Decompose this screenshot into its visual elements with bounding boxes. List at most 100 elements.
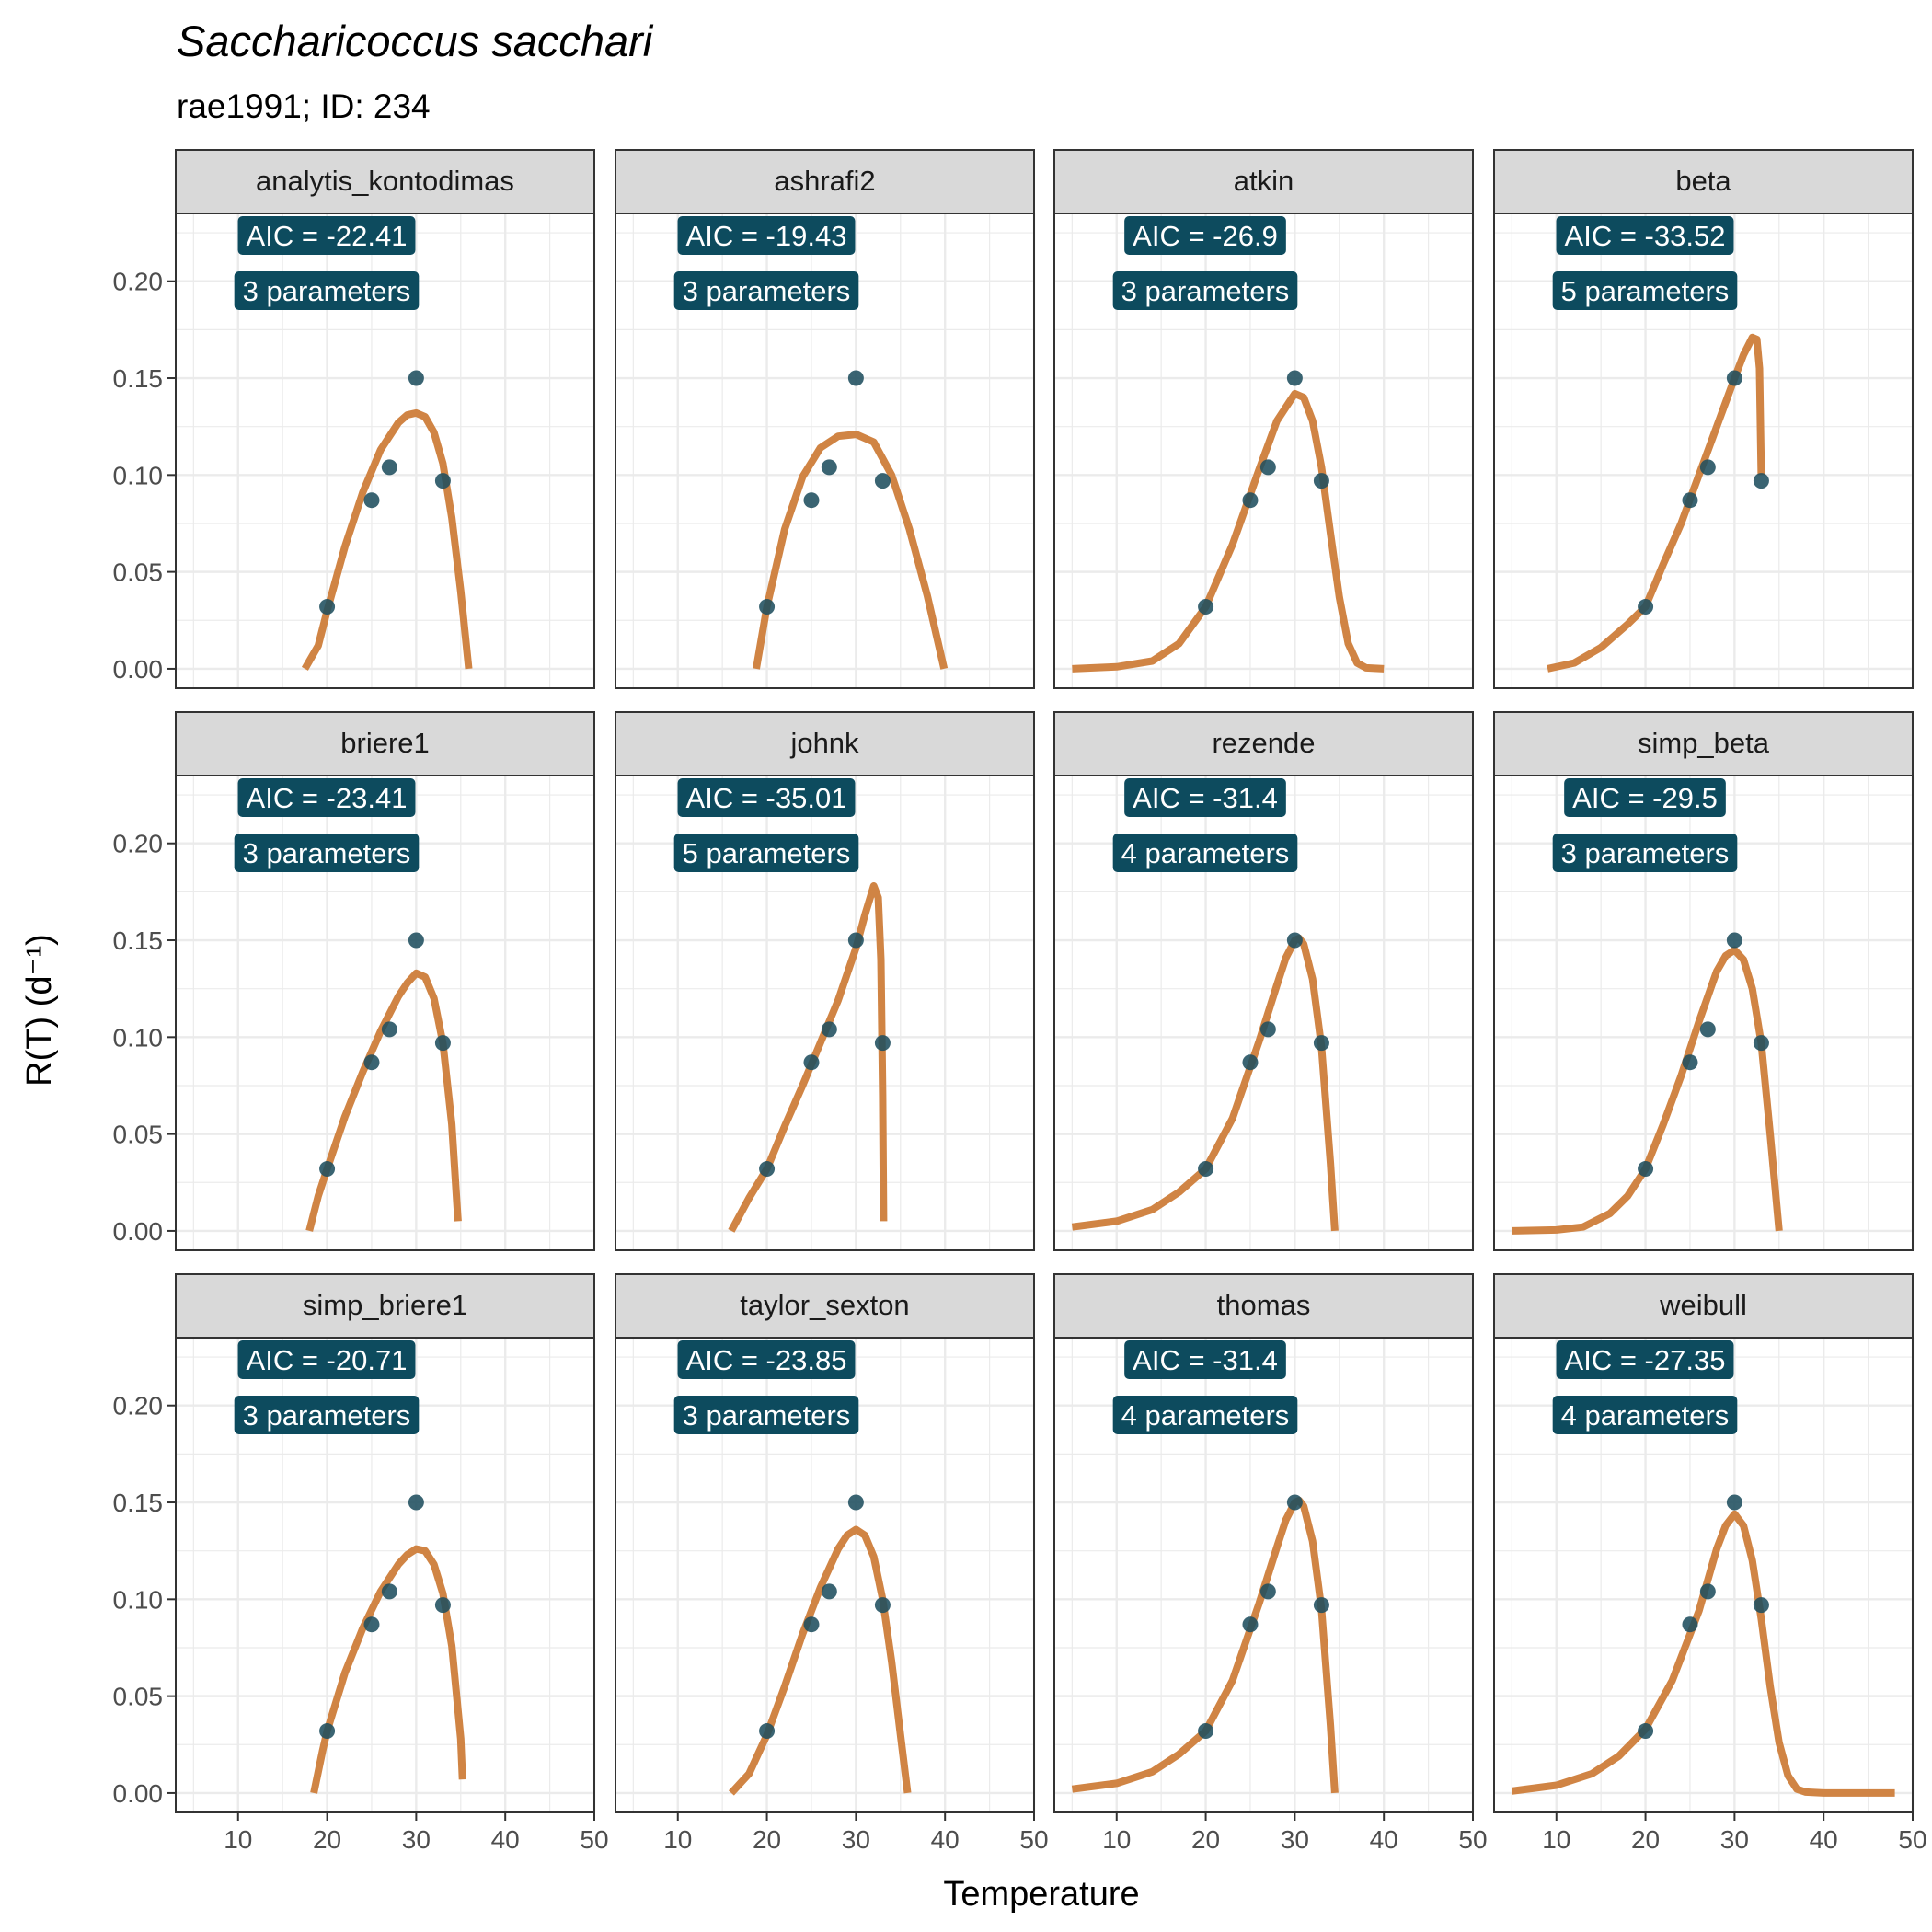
svg-text:3 parameters: 3 parameters	[243, 1399, 411, 1432]
data-point	[1753, 1035, 1769, 1052]
data-point	[1753, 473, 1769, 489]
data-point	[1242, 1054, 1259, 1071]
aic-label: AIC = -19.43	[677, 216, 856, 255]
fitted-curve	[301, 408, 473, 671]
panel-briere1: briere1 AIC = -23.41 3 parameters 0.00 0.05 0…	[113, 711, 596, 1251]
aic-label: AIC = -27.35	[1556, 1340, 1734, 1379]
panel-border	[1493, 1337, 1914, 1813]
x-tick-label: 30	[1720, 1825, 1749, 1854]
data-point	[1699, 1021, 1716, 1038]
facet-strip-label: beta	[1675, 165, 1731, 197]
data-point	[319, 1723, 336, 1740]
y-tick-label: 0.05	[113, 1683, 164, 1711]
svg-text:4 parameters: 4 parameters	[1121, 837, 1290, 869]
y-tick-label: 0.15	[113, 926, 164, 955]
y-tick-label: 0.00	[113, 1217, 164, 1246]
x-tick-label: 20	[753, 1825, 781, 1854]
svg-text:AIC = -35.01: AIC = -35.01	[686, 782, 847, 814]
data-point	[381, 1021, 397, 1038]
x-tick-label: 30	[402, 1825, 431, 1854]
aic-label: AIC = -22.41	[237, 216, 416, 255]
grid	[1494, 776, 1915, 1250]
data-point	[803, 1616, 820, 1633]
data-point	[874, 1035, 891, 1052]
x-tick-label: 30	[1281, 1825, 1309, 1854]
svg-text:AIC = -22.41: AIC = -22.41	[247, 220, 408, 252]
data-point	[1753, 1597, 1769, 1614]
panel-thomas: thomas AIC = -31.4 4 parameters 10 20 30 40 50	[1053, 1273, 1488, 1854]
x-tick-label: 50	[1458, 1825, 1487, 1854]
data-point	[759, 1161, 776, 1178]
panel-border	[615, 775, 1035, 1251]
parameters-label: 4 parameters	[1112, 1396, 1298, 1434]
data-point	[1699, 1583, 1716, 1600]
facet-strip	[1053, 1273, 1474, 1339]
panel-simp_beta: simp_beta AIC = -29.5 3 parameters	[1493, 711, 1915, 1251]
data-point	[803, 492, 820, 509]
data-point	[1682, 1054, 1698, 1071]
y-tick-label: 0.15	[113, 364, 164, 393]
data-point	[434, 473, 451, 489]
aic-label: AIC = -20.71	[237, 1340, 416, 1379]
data-point	[759, 599, 776, 615]
facet-strip-label: thomas	[1217, 1289, 1311, 1321]
panel-border	[1053, 1337, 1474, 1813]
y-tick-label: 0.00	[113, 655, 164, 684]
svg-text:3 parameters: 3 parameters	[1121, 275, 1290, 307]
panel-taylor_sexton: taylor_sexton AIC = -23.85 3 parameters 10 2…	[615, 1273, 1049, 1854]
x-tick-label: 50	[1898, 1825, 1926, 1854]
y-tick-label: 0.05	[113, 558, 164, 587]
panel-ashrafi2: ashrafi2 AIC = -19.43 3 parameters	[615, 149, 1036, 689]
data-point	[1638, 1723, 1654, 1740]
data-point	[434, 1035, 451, 1052]
x-tick-label: 50	[580, 1825, 608, 1854]
parameters-label: 3 parameters	[234, 1396, 420, 1434]
svg-text:3 parameters: 3 parameters	[243, 837, 411, 869]
panel-border	[1053, 775, 1474, 1251]
panel-border	[175, 1337, 595, 1813]
svg-text:3 parameters: 3 parameters	[683, 1399, 851, 1432]
panel-border	[1493, 775, 1914, 1251]
panel-border	[615, 213, 1035, 689]
facet-strip	[175, 149, 595, 214]
x-tick-label: 40	[1370, 1825, 1398, 1854]
facet-strip-label: simp_briere1	[303, 1289, 467, 1321]
svg-text:AIC = -29.5: AIC = -29.5	[1572, 782, 1718, 814]
facet-strip	[1493, 1273, 1914, 1339]
x-tick-label: 40	[1810, 1825, 1838, 1854]
panel-simp_briere1: simp_briere1 AIC = -20.71 3 parameters 0.00…	[113, 1273, 609, 1854]
data-point	[759, 1723, 776, 1740]
aic-label: AIC = -23.85	[677, 1340, 856, 1379]
y-tick-label: 0.15	[113, 1489, 164, 1517]
data-point	[1259, 1583, 1276, 1600]
x-tick-label: 20	[1631, 1825, 1660, 1854]
facet-strip	[1053, 149, 1474, 214]
panel-johnk: johnk AIC = -35.01 5 parameters	[615, 711, 1036, 1251]
parameters-label: 3 parameters	[673, 271, 859, 310]
data-point	[1286, 1494, 1303, 1511]
data-point	[1638, 1161, 1654, 1178]
parameters-label: 3 parameters	[673, 1396, 859, 1434]
x-tick-label: 10	[224, 1825, 252, 1854]
data-point	[821, 1021, 837, 1038]
x-tick-label: 20	[313, 1825, 341, 1854]
data-point	[847, 1494, 864, 1511]
facet-panels: analytis_kontodimas AIC = -22.41 3 paramet…	[113, 149, 1927, 1854]
panel-rezende: rezende AIC = -31.4 4 parameters	[1053, 711, 1475, 1251]
facet-strip-label: johnk	[789, 727, 859, 759]
chart-title: Saccharicoccus sacchari	[177, 17, 654, 65]
x-tick-label: 10	[663, 1825, 692, 1854]
svg-text:4 parameters: 4 parameters	[1561, 1399, 1730, 1432]
facet-strip	[1053, 711, 1474, 776]
panel-border	[175, 775, 595, 1251]
data-point	[363, 1054, 380, 1071]
facet-strip	[615, 149, 1035, 214]
parameters-label: 3 parameters	[234, 271, 420, 310]
aic-label: AIC = -31.4	[1124, 1340, 1286, 1379]
facet-strip	[175, 711, 595, 776]
x-tick-label: 40	[931, 1825, 960, 1854]
data-point	[1726, 370, 1742, 386]
svg-text:AIC = -31.4: AIC = -31.4	[1133, 782, 1278, 814]
data-point	[1259, 1021, 1276, 1038]
facet-strip	[615, 1273, 1035, 1339]
